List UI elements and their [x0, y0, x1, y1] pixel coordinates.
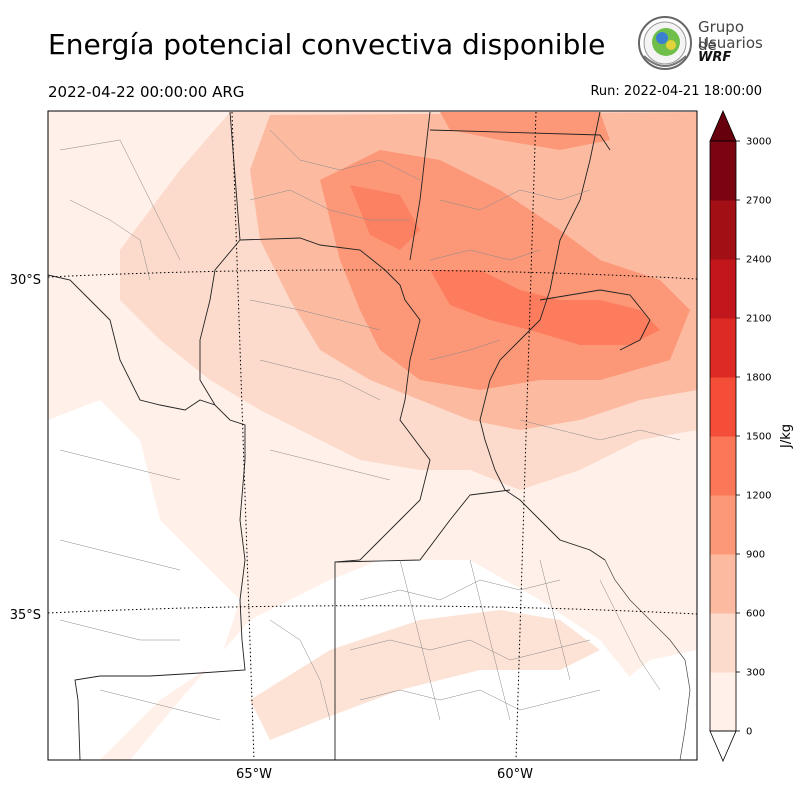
cape-band-900-1200-north — [440, 112, 610, 150]
colorbar-band — [710, 141, 736, 201]
coastline — [604, 559, 691, 760]
colorbar-band — [710, 259, 736, 319]
colorbar-tick-label: 3000 — [746, 137, 771, 148]
colorbar-tick-label: 900 — [746, 550, 765, 561]
colorbar-band — [710, 613, 736, 673]
lon-label-60w: 60°W — [497, 767, 533, 782]
cape-clear-area-se — [600, 650, 697, 760]
country-border — [48, 274, 246, 760]
logo-line-3: WRF — [698, 50, 732, 65]
map-frame — [47, 110, 698, 761]
lat-label-35s: 35°S — [10, 608, 41, 623]
colorbar-tick-label: 2400 — [746, 255, 771, 266]
globe-logo-icon — [638, 16, 692, 70]
cape-shading — [48, 111, 697, 760]
colorbar-band — [710, 554, 736, 614]
colorbar-tick-label: 2100 — [746, 314, 771, 325]
logo-line-2: Usuarios — [698, 34, 763, 52]
colorbar-tick-label: 600 — [746, 609, 765, 620]
cape-clear-area — [48, 400, 240, 760]
lat-label-30s: 30°S — [10, 273, 41, 288]
colorbar-extend-max — [709, 109, 737, 142]
colorbar-unit: J/kg — [779, 424, 794, 449]
colorbar-extend-min — [709, 730, 737, 763]
colorbar-band — [710, 436, 736, 496]
colorbar-band — [710, 200, 736, 260]
colorbar-band — [710, 495, 736, 555]
colorbar-tick-label: 2700 — [746, 196, 771, 207]
colorbar-band — [710, 377, 736, 437]
colorbar: 0 300 600 900 1200 1500 1800 2100 2400 2700 3000 — [709, 109, 771, 763]
cape-band-south-streak — [250, 610, 600, 740]
department-borders — [59, 129, 681, 721]
valid-time: 2022-04-22 00:00:00 ARG — [48, 83, 245, 101]
colorbar-tick-label: 300 — [746, 668, 765, 679]
colorbar-band — [710, 672, 736, 732]
wrf-logo: Grupo de Usuarios WRF — [636, 14, 766, 76]
colorbar-tick-label: 1200 — [746, 491, 771, 502]
graticule — [48, 111, 697, 760]
cape-band-1200-1500 — [430, 270, 660, 345]
lon-label-65w: 65°W — [236, 767, 272, 782]
colorbar-tick-label: 0 — [746, 727, 752, 738]
colorbar-tick-label: 1500 — [746, 432, 771, 443]
colorbar-band — [710, 318, 736, 378]
logo-line-1: Grupo de — [698, 18, 744, 54]
cape-band-1200-1500-b — [350, 185, 420, 250]
run-time: Run: 2022-04-21 18:00:00 — [590, 84, 762, 99]
province-borders — [199, 111, 651, 760]
colorbar-tick-label: 1800 — [746, 373, 771, 384]
map-title: Energía potencial convectiva disponible — [48, 28, 606, 61]
